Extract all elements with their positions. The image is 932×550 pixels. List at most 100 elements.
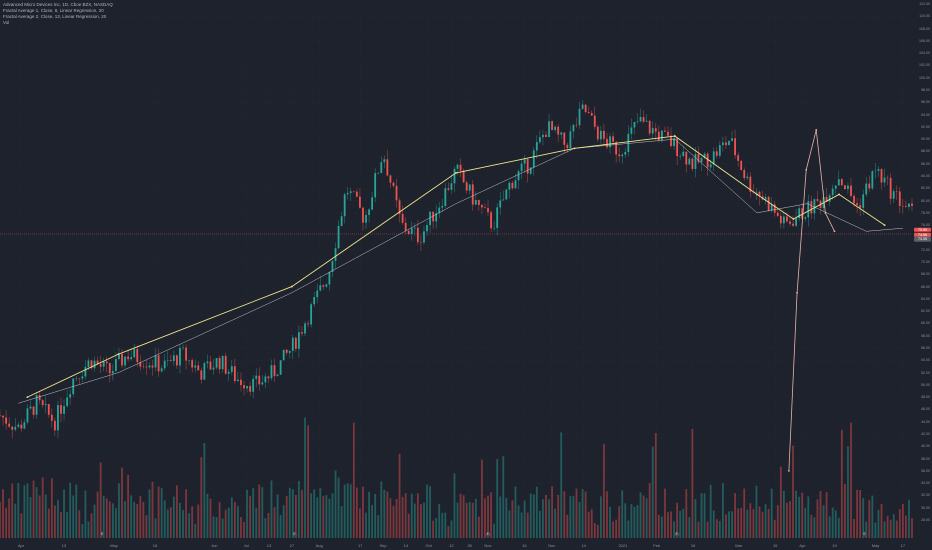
- volume-bar: [825, 492, 828, 538]
- volume-bar: [529, 493, 532, 538]
- price-tick-label: 80.00: [921, 198, 930, 203]
- volume-bar: [712, 510, 715, 538]
- candle-body: [642, 117, 645, 122]
- volume-bar: [676, 502, 679, 538]
- volume-bar: [307, 425, 309, 538]
- volume-bar: [715, 519, 718, 538]
- volume-bar: [801, 492, 804, 538]
- volume-bar: [291, 489, 294, 538]
- volume-bar: [883, 521, 886, 538]
- candle-body: [618, 154, 621, 157]
- volume-bar: [484, 498, 486, 538]
- volume-bar: [481, 459, 483, 538]
- candle-body: [782, 216, 785, 224]
- legend-fractal-1[interactable]: Fractal Average 1, Close, 8, Linear Regr…: [3, 8, 104, 13]
- candle-body: [420, 242, 422, 243]
- candle-body: [66, 397, 69, 407]
- fractal-average-1-line-point: [883, 224, 886, 227]
- candle-body: [770, 204, 773, 211]
- volume-bar: [566, 514, 569, 538]
- volume-bar: [554, 508, 557, 538]
- candle-body: [163, 360, 166, 369]
- spike-line-point: [824, 211, 827, 214]
- volume-bar: [673, 521, 675, 538]
- earnings-marker-icon[interactable]: E: [99, 532, 105, 537]
- candle-body: [63, 406, 65, 414]
- candle-body: [706, 153, 709, 168]
- candle-body: [17, 424, 20, 427]
- volume-bar: [685, 489, 688, 538]
- volume-bar: [435, 518, 438, 538]
- time-tick-label: 16: [690, 543, 696, 548]
- volume-bar: [773, 519, 776, 538]
- candle-body: [313, 297, 316, 305]
- volume-bar: [465, 502, 468, 538]
- volume-bar: [453, 473, 456, 538]
- earnings-marker-icon[interactable]: E: [485, 532, 491, 537]
- price-tick-label: 110.00: [919, 14, 930, 19]
- volume-bar: [542, 499, 544, 538]
- legend-symbol[interactable]: Advanced Micro Devices Inc, 1D, Cboe BZX…: [3, 2, 113, 7]
- candle-body: [130, 357, 133, 360]
- candle-body: [636, 121, 639, 122]
- candle-body: [737, 155, 740, 161]
- price-tick-label: 90.00: [921, 137, 930, 142]
- volume-bar: [511, 500, 514, 538]
- candle-body: [334, 248, 337, 261]
- volume-bar: [505, 497, 508, 538]
- volume-bar: [133, 502, 136, 538]
- candle-body: [804, 217, 807, 219]
- volume-bar: [786, 502, 788, 538]
- candle-body: [386, 159, 389, 176]
- candle-body: [645, 120, 648, 122]
- candle-body: [26, 408, 29, 423]
- candle-body: [203, 363, 206, 380]
- volume-bar: [667, 512, 669, 538]
- price-tick-label: 102.00: [919, 63, 930, 68]
- volume-bar: [764, 504, 767, 538]
- price-tick-label: 82.00: [921, 186, 930, 191]
- volume-bar: [410, 493, 413, 538]
- volume-bar: [279, 514, 282, 538]
- candle-body: [542, 134, 544, 138]
- candle-body: [892, 191, 895, 199]
- candle-body: [371, 197, 374, 210]
- candle-body: [874, 170, 877, 172]
- candle-body: [362, 207, 364, 223]
- volume-bar: [124, 501, 126, 538]
- candle-body: [450, 183, 453, 190]
- volume-bar: [831, 507, 834, 538]
- volume-bar: [81, 524, 84, 538]
- candle-body: [612, 136, 614, 142]
- earnings-marker-icon[interactable]: E: [862, 532, 868, 537]
- candle-body: [426, 225, 428, 232]
- volume-bar: [572, 496, 575, 538]
- price-tick-label: 58.00: [921, 333, 930, 338]
- candle-body: [169, 360, 172, 361]
- candle-body: [624, 151, 627, 155]
- price-axis[interactable]: 112.00 110.00 108.00 106.00 104.00 102.00 100.…: [912, 0, 932, 538]
- candle-body: [194, 365, 197, 368]
- candle-body: [569, 131, 572, 149]
- time-tick-label: Apr: [17, 543, 25, 548]
- price-tick-label: 100.00: [919, 75, 930, 80]
- volume-bar: [847, 446, 849, 538]
- price-tick-label: 38.00: [921, 456, 930, 461]
- candle-body: [481, 204, 483, 208]
- time-axis[interactable]: Apr 13 May 18 Jun Jul 13 27 Aug 17 Sep 14 Oct 12 26 Nov…: [0, 538, 912, 550]
- earnings-marker-icon[interactable]: E: [674, 532, 680, 537]
- price-tick-label: 48.00: [921, 395, 930, 400]
- candle-body: [60, 405, 62, 414]
- volume-bar: [911, 518, 913, 538]
- volume-bar: [560, 432, 563, 538]
- volume-bar: [343, 484, 346, 538]
- volume-bar: [349, 484, 352, 538]
- legend-fractal-2[interactable]: Fractal Average 2, Close, 13, Linear Reg…: [3, 14, 107, 19]
- volume-bar: [233, 501, 236, 538]
- earnings-marker-icon[interactable]: E: [292, 532, 298, 537]
- volume-bar: [657, 514, 660, 538]
- legend-volume[interactable]: Vol: [3, 20, 10, 25]
- price-tick-label: 84.00: [921, 174, 930, 178]
- volume-bar: [148, 489, 151, 538]
